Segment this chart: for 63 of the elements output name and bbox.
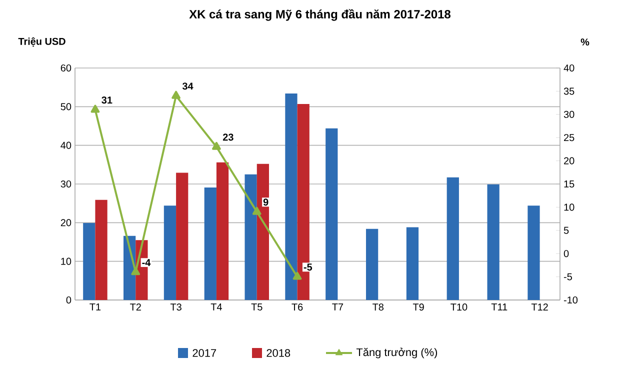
bar — [487, 184, 500, 300]
y2-tick-label: 25 — [564, 134, 574, 142]
y2-tick-label: 10 — [564, 204, 574, 211]
y-tick-label: 0 — [66, 296, 72, 304]
bar — [366, 228, 378, 300]
x-tick-label: T6 — [292, 304, 303, 311]
y-tick-label: 50 — [60, 103, 72, 110]
legend-label: 2018 — [266, 349, 290, 357]
point — [90, 104, 100, 113]
bar — [204, 187, 216, 300]
y-axis-title: Triệu USD — [18, 37, 66, 47]
y-tick-label: 30 — [60, 180, 72, 188]
x-tick-label: T2 — [130, 304, 141, 310]
y2-tick-label: 40 — [564, 64, 574, 72]
y-tick-label: 10 — [61, 258, 72, 265]
bar — [164, 206, 176, 300]
data-label: 34 — [182, 82, 194, 90]
y-tick-label: 40 — [60, 142, 72, 149]
x-tick-label: T11 — [491, 304, 508, 310]
x-tick-label: T4 — [210, 304, 222, 310]
x-tick-label: T1 — [90, 304, 101, 310]
y2-tick-label: 20 — [564, 157, 574, 164]
data-label: 31 — [102, 96, 112, 104]
y2-tick-label: 5 — [564, 226, 569, 234]
bar — [285, 94, 298, 300]
point — [252, 206, 262, 215]
y2-tick-label: -10 — [564, 296, 578, 304]
point — [172, 90, 180, 99]
bar — [216, 162, 229, 300]
point — [212, 142, 221, 150]
chart-title: XK cá tra sang Mỹ 6 tháng đầu năm 2017-2018 — [189, 9, 450, 21]
bar — [326, 128, 338, 300]
bar — [176, 172, 188, 300]
y-tick-label: 60 — [60, 64, 72, 72]
y2-tick-label: -5 — [564, 273, 572, 280]
x-tick-label: T7 — [332, 304, 344, 310]
data-label: 9 — [263, 198, 268, 206]
legend-label: 2017 — [192, 349, 216, 357]
data-label: -5 — [304, 264, 312, 271]
bar — [406, 227, 419, 300]
x-tick-label: T10 — [450, 304, 468, 311]
y2-tick-label: 0 — [564, 250, 569, 258]
y2-tick-label: 35 — [564, 88, 574, 95]
y2-tick-label: 30 — [564, 110, 574, 118]
x-tick-label: T12 — [531, 304, 548, 310]
bar — [528, 206, 540, 300]
y2-tick-label: 15 — [564, 180, 574, 188]
x-tick-label: T9 — [412, 304, 424, 311]
bar — [256, 164, 270, 300]
x-tick-label: T3 — [170, 304, 182, 311]
bar — [83, 223, 96, 300]
point — [131, 267, 140, 276]
bar — [95, 200, 108, 300]
x-tick-label: T5 — [251, 304, 262, 310]
bar — [244, 174, 257, 300]
y2-axis-title: % — [580, 38, 590, 46]
data-label: 23 — [222, 134, 234, 141]
x-tick-label: T8 — [372, 304, 384, 311]
y-tick-label: 20 — [60, 219, 72, 226]
point — [292, 272, 302, 280]
data-label: -4 — [142, 259, 151, 266]
legend-label: Tăng trưởng (%) — [356, 348, 438, 358]
bar — [446, 177, 459, 300]
